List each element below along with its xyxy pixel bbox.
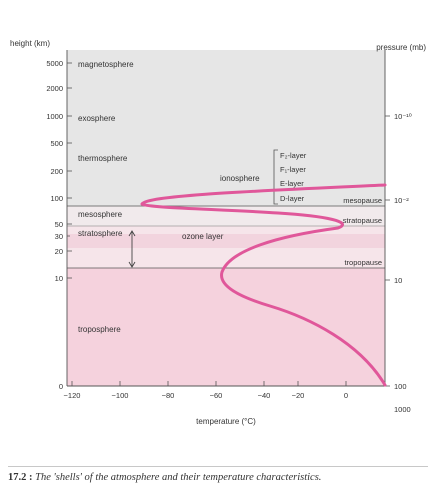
y-tick-label: 5000 bbox=[46, 59, 63, 68]
ionosphere-sublayer-label: F₁-layer bbox=[280, 165, 306, 174]
magnetosphere-label: magnetosphere bbox=[78, 60, 134, 69]
left-axis-title: height (km) bbox=[10, 39, 50, 48]
ionosphere-bracket bbox=[273, 149, 278, 205]
x-tick-label: −120 bbox=[64, 391, 81, 400]
mesosphere-label: mesosphere bbox=[78, 210, 123, 219]
stratosphere-extent-arrow bbox=[128, 230, 136, 268]
ionosphere-sublayer-label: D-layer bbox=[280, 194, 305, 203]
y-tick-label: 100 bbox=[50, 194, 63, 203]
x-tick-label: −40 bbox=[258, 391, 271, 400]
y-tick-label: 50 bbox=[55, 220, 63, 229]
pressure-label: 1000 bbox=[394, 405, 411, 414]
y-tick-label: 0 bbox=[59, 382, 63, 391]
troposphere-label: troposphere bbox=[78, 325, 121, 334]
ionosphere-label: ionosphere bbox=[220, 174, 260, 183]
ozone-band bbox=[67, 234, 385, 248]
x-tick-label: −20 bbox=[292, 391, 305, 400]
layer-labels: magnetosphere exosphere thermosphere mes… bbox=[78, 60, 134, 334]
stratosphere-label: stratosphere bbox=[78, 229, 123, 238]
pressure-label: 10⁻² bbox=[394, 196, 409, 205]
bottom-axis-ticks bbox=[71, 381, 347, 386]
pressure-labels: 10⁻¹⁰ 10⁻² 10 100 1000 bbox=[394, 112, 412, 414]
atmosphere-diagram: height (km) pressure (mb) temperature (°… bbox=[10, 39, 426, 426]
upper-atmosphere-region bbox=[67, 50, 385, 206]
y-tick-labels: 5000 2000 1000 500 200 100 50 30 20 10 0 bbox=[46, 59, 63, 391]
y-tick-label-minor: 30 bbox=[55, 232, 63, 241]
exosphere-label: exosphere bbox=[78, 114, 116, 123]
figure-panel: height (km) pressure (mb) temperature (°… bbox=[8, 28, 428, 458]
stratopause-label: stratopause bbox=[343, 216, 382, 225]
pressure-label: 10 bbox=[394, 276, 402, 285]
pressure-label: 10⁻¹⁰ bbox=[394, 112, 412, 121]
ionosphere-sublayers: F₂-layer F₁-layer E-layer D-layer bbox=[280, 151, 307, 203]
x-tick-label: −80 bbox=[162, 391, 175, 400]
y-tick-label: 20 bbox=[55, 247, 63, 256]
y-tick-label: 2000 bbox=[46, 84, 63, 93]
caption-text: The 'shells' of the atmosphere and their… bbox=[35, 472, 322, 483]
y-tick-label: 10 bbox=[55, 274, 63, 283]
right-axis-title: pressure (mb) bbox=[376, 43, 426, 52]
ionosphere-sublayer-label: E-layer bbox=[280, 179, 304, 188]
y-tick-label: 200 bbox=[50, 167, 63, 176]
x-axis-title: temperature (°C) bbox=[196, 417, 256, 426]
thermosphere-label: thermosphere bbox=[78, 154, 128, 163]
tropopause-label: tropopause bbox=[344, 258, 382, 267]
figure-caption: 17.2 : The 'shells' of the atmosphere an… bbox=[8, 466, 428, 490]
caption-number: 17.2 : bbox=[8, 472, 33, 483]
boundary-labels: mesopause stratopause tropopause bbox=[343, 196, 382, 267]
x-tick-label: −100 bbox=[112, 391, 129, 400]
y-tick-label: 500 bbox=[50, 139, 63, 148]
x-tick-labels: −120 −100 −80 −60 −40 −20 0 bbox=[64, 391, 349, 400]
ozone-layer-label: ozone layer bbox=[182, 232, 224, 241]
y-tick-label: 1000 bbox=[46, 112, 63, 121]
mesopause-label: mesopause bbox=[343, 196, 382, 205]
pressure-label: 100 bbox=[394, 382, 407, 391]
right-axis-ticks bbox=[385, 115, 390, 387]
troposphere-region bbox=[67, 268, 385, 386]
temperature-curve bbox=[140, 183, 387, 387]
x-tick-label: 0 bbox=[344, 391, 348, 400]
ionosphere-sublayer-label: F₂-layer bbox=[280, 151, 307, 160]
x-tick-label: −60 bbox=[210, 391, 223, 400]
mesosphere-region bbox=[67, 206, 385, 226]
left-axis-ticks bbox=[67, 62, 72, 387]
